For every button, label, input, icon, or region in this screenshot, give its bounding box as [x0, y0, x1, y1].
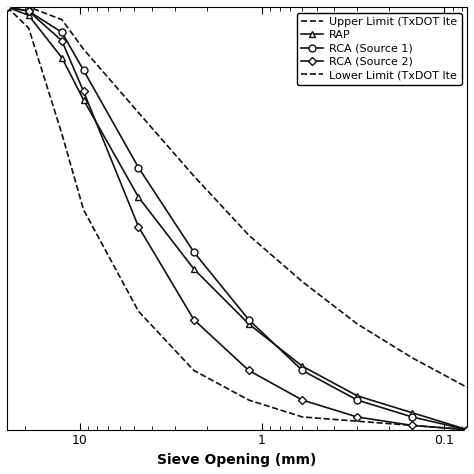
RCA (Source 2) — [410, 422, 415, 428]
RAP — [26, 12, 32, 18]
Lower Limit (TxDOT Ite — [191, 368, 197, 374]
Lower Limit (TxDOT Ite — [355, 419, 360, 424]
RCA (Source 2) — [136, 224, 141, 229]
Lower Limit (TxDOT Ite — [464, 427, 470, 432]
Lower Limit (TxDOT Ite — [4, 4, 10, 10]
RCA (Source 1) — [410, 414, 415, 420]
RCA (Source 1) — [26, 9, 32, 14]
Upper Limit (TxDOT Ite — [136, 110, 141, 116]
Line: Upper Limit (TxDOT Ite: Upper Limit (TxDOT Ite — [7, 7, 467, 387]
Line: Lower Limit (TxDOT Ite: Lower Limit (TxDOT Ite — [7, 7, 467, 429]
RAP — [410, 410, 415, 416]
RCA (Source 1) — [191, 249, 197, 255]
Line: RCA (Source 2): RCA (Source 2) — [4, 4, 470, 432]
Upper Limit (TxDOT Ite — [300, 279, 305, 284]
RCA (Source 2) — [464, 427, 470, 432]
Upper Limit (TxDOT Ite — [355, 321, 360, 327]
X-axis label: Sieve Opening (mm): Sieve Opening (mm) — [157, 453, 317, 467]
RCA (Source 1) — [246, 317, 252, 323]
RAP — [136, 194, 141, 200]
RCA (Source 2) — [81, 89, 86, 94]
RCA (Source 2) — [26, 9, 32, 14]
Legend: Upper Limit (TxDOT Ite, RAP, RCA (Source 1), RCA (Source 2), Lower Limit (TxDOT : Upper Limit (TxDOT Ite, RAP, RCA (Source… — [297, 12, 462, 85]
RCA (Source 1) — [355, 397, 360, 403]
Lower Limit (TxDOT Ite — [59, 131, 64, 137]
RCA (Source 1) — [300, 368, 305, 374]
RAP — [300, 364, 305, 369]
Upper Limit (TxDOT Ite — [191, 173, 197, 179]
RCA (Source 2) — [4, 4, 10, 10]
RAP — [191, 266, 197, 272]
Line: RCA (Source 1): RCA (Source 1) — [3, 3, 471, 433]
Upper Limit (TxDOT Ite — [246, 232, 252, 238]
Lower Limit (TxDOT Ite — [136, 309, 141, 314]
Upper Limit (TxDOT Ite — [81, 46, 86, 52]
RAP — [246, 321, 252, 327]
Lower Limit (TxDOT Ite — [246, 397, 252, 403]
Upper Limit (TxDOT Ite — [59, 17, 64, 22]
RCA (Source 2) — [355, 414, 360, 420]
RCA (Source 1) — [136, 165, 141, 171]
Upper Limit (TxDOT Ite — [26, 4, 32, 10]
Lower Limit (TxDOT Ite — [410, 422, 415, 428]
RCA (Source 2) — [300, 397, 305, 403]
RCA (Source 1) — [4, 4, 10, 10]
Lower Limit (TxDOT Ite — [26, 25, 32, 31]
Upper Limit (TxDOT Ite — [4, 4, 10, 10]
Line: RAP: RAP — [3, 3, 471, 433]
RAP — [355, 393, 360, 399]
RAP — [59, 55, 64, 61]
Lower Limit (TxDOT Ite — [81, 207, 86, 213]
RCA (Source 2) — [246, 368, 252, 374]
RAP — [4, 4, 10, 10]
RCA (Source 2) — [59, 38, 64, 44]
RCA (Source 1) — [59, 29, 64, 35]
RAP — [464, 427, 470, 432]
Upper Limit (TxDOT Ite — [464, 384, 470, 390]
RAP — [81, 97, 86, 103]
Lower Limit (TxDOT Ite — [300, 414, 305, 420]
RCA (Source 1) — [464, 427, 470, 432]
RCA (Source 2) — [191, 317, 197, 323]
Upper Limit (TxDOT Ite — [410, 355, 415, 361]
RCA (Source 1) — [81, 67, 86, 73]
